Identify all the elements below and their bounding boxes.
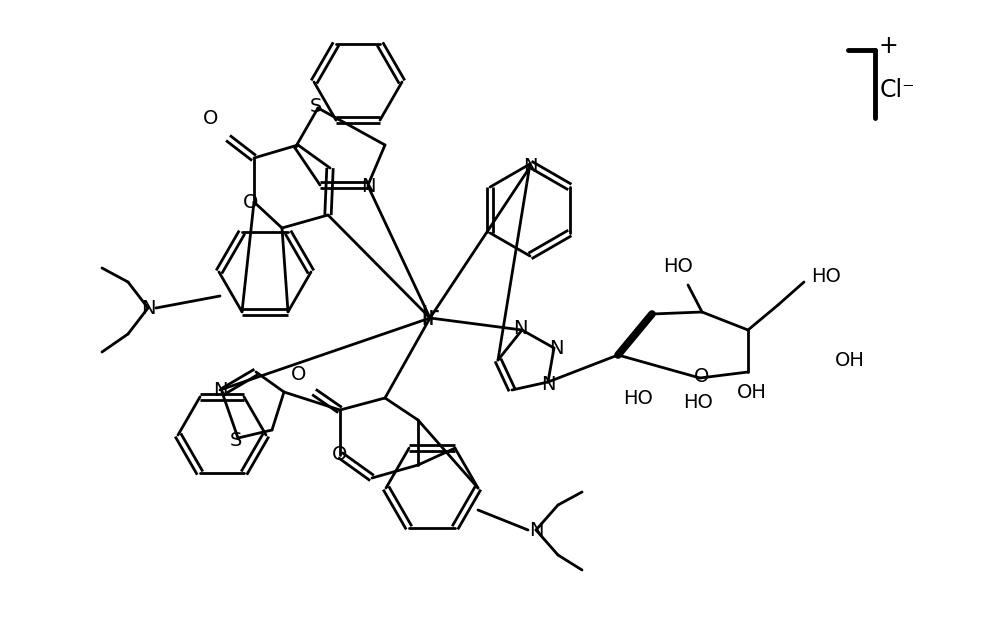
Text: HO: HO <box>663 258 693 276</box>
Text: S: S <box>230 431 242 450</box>
Text: N: N <box>513 319 527 337</box>
Text: N: N <box>529 521 543 540</box>
Text: O: O <box>203 109 218 128</box>
Text: N: N <box>361 177 375 196</box>
Text: +: + <box>878 34 898 58</box>
Text: O: O <box>694 366 710 385</box>
Text: HO: HO <box>683 392 713 411</box>
Text: N: N <box>141 298 155 318</box>
Text: N: N <box>549 338 563 358</box>
Text: O: O <box>243 192 259 211</box>
Text: HO: HO <box>811 267 841 286</box>
Text: HO: HO <box>623 389 653 408</box>
Text: OH: OH <box>835 351 865 370</box>
Text: N: N <box>541 375 555 394</box>
Text: Ir: Ir <box>421 305 439 331</box>
Text: S: S <box>310 97 322 116</box>
Text: OH: OH <box>737 382 767 401</box>
Text: N: N <box>213 380 227 399</box>
Text: O: O <box>291 365 306 384</box>
Text: Cl⁻: Cl⁻ <box>880 78 916 102</box>
Text: N: N <box>523 157 537 177</box>
Text: O: O <box>332 446 348 464</box>
